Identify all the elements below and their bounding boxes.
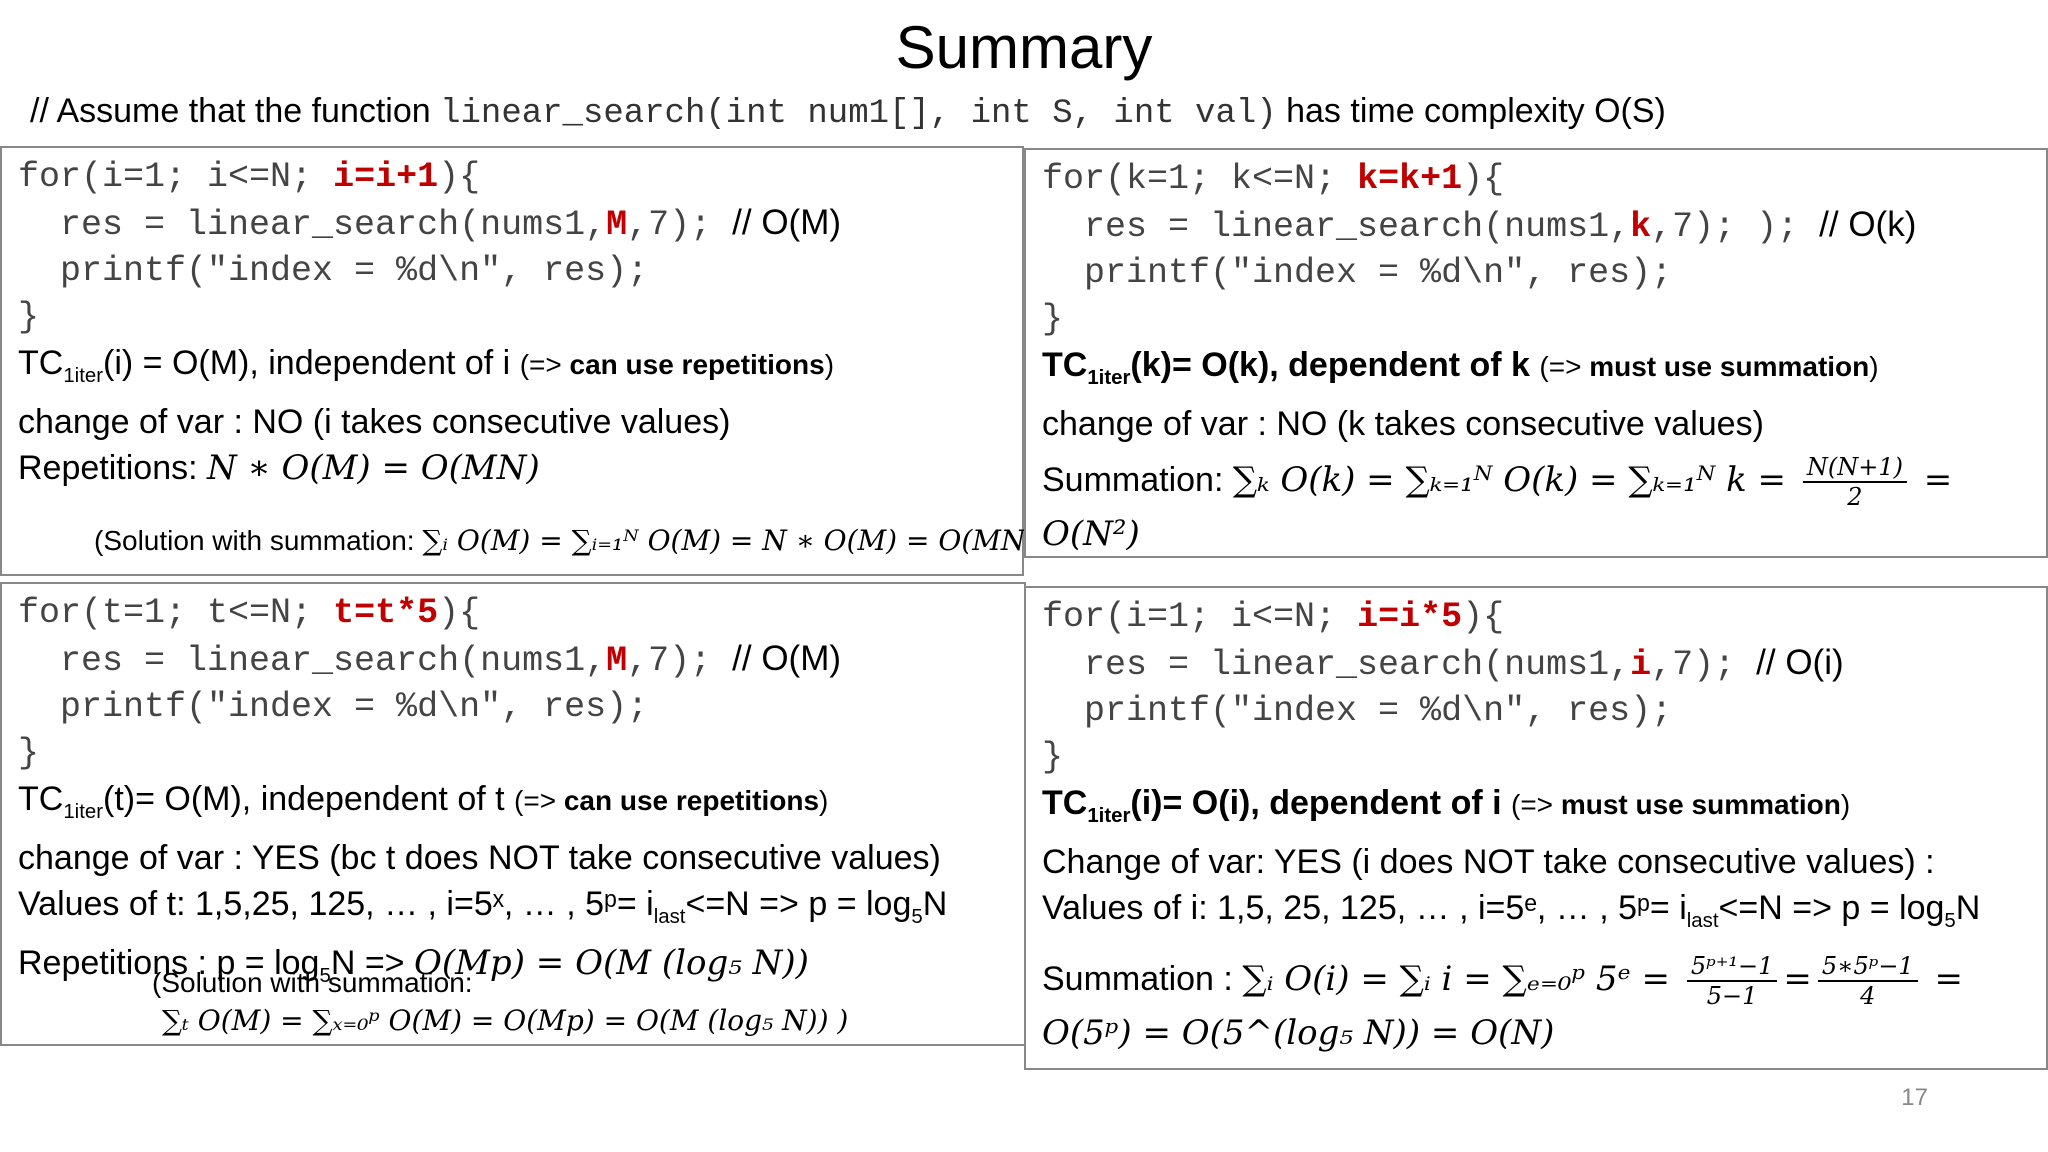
box-top-left: for(i=1; i<=N; i=i+1){ res = linear_sear… — [0, 146, 1036, 576]
box-top-right: for(k=1; k<=N; k=k+1){ res = linear_sear… — [1024, 148, 2048, 558]
box-bottom-right: for(i=1; i<=N; i=i*5){ res = linear_sear… — [1024, 586, 2048, 1070]
code-line-1: for(k=1; k<=N; k=k+1){ — [1042, 159, 1505, 199]
code-line-4: } — [18, 733, 40, 773]
tc-line: TC1iter(i) = O(M), independent of i (=> … — [18, 344, 835, 387]
code-line-4: } — [1042, 299, 1064, 339]
tc-line: TC1iter(t)= O(M), independent of t (=> c… — [18, 780, 829, 823]
change-var-line: change of var : YES (bc t does NOT take … — [18, 838, 941, 877]
code-line-4: } — [18, 297, 40, 337]
change-var-line: change of var : NO (k takes consecutive … — [1042, 404, 1764, 443]
assumption-prefix: // Assume that the function — [30, 92, 441, 130]
repetitions-line: Repetitions: N ∗ O(M) = O(MN) — [18, 447, 540, 488]
solution-note-line-1: (Solution with summation: — [152, 967, 473, 998]
summation-line: Summation : ∑ᵢ O(i) = ∑ᵢ i = ∑ₑ₌₀ᵖ 5ᵉ = … — [1042, 951, 1963, 1010]
values-line: Values of i: 1,5, 25, 125, … , i=5ᵉ, … ,… — [1042, 888, 1981, 932]
values-line: Values of t: 1,5,25, 125, … , i=5ˣ, … , … — [18, 884, 948, 928]
fraction-1: 5ᵖ⁺¹−1 5−1 — [1686, 952, 1778, 1010]
change-var-line: change of var : NO (i takes consecutive … — [18, 402, 731, 441]
code-line-3: printf("index = %d\n", res); — [1042, 253, 1673, 293]
code-line-3: printf("index = %d\n", res); — [18, 687, 649, 727]
code-line-3: printf("index = %d\n", res); — [1042, 691, 1673, 731]
code-line-4: } — [1042, 737, 1064, 777]
assumption-signature: linear_search(int num1[], int S, int val… — [440, 95, 1277, 133]
fraction: N(N+1) 2 — [1802, 453, 1907, 511]
slide-title: Summary — [895, 14, 1153, 81]
tc-line: TC1iter(i)= O(i), dependent of i (=> mus… — [1042, 784, 1851, 827]
summation-result: O(5ᵖ) = O(5^(log₅ N)) = O(N) — [1042, 1012, 1555, 1053]
assumption-suffix: has time complexity O(S) — [1276, 92, 1666, 130]
change-var-line: Change of var: YES (i does NOT take cons… — [1042, 842, 1935, 881]
code-line-2: res = linear_search(nums1,M,7); // O(M) — [18, 203, 842, 245]
assumption-line: // Assume that the function linear_searc… — [30, 88, 1666, 137]
summation-line: Summation: ∑ₖ O(k) = ∑ₖ₌₁ᴺ O(k) = ∑ₖ₌₁ᴺ … — [1042, 452, 1953, 511]
solution-note: (Solution with summation: ∑ᵢ O(M) = ∑ᵢ₌₁… — [94, 524, 1037, 557]
solution-note-line-2: ∑ₜ O(M) = ∑ₓ₌₀ᵖ O(M) = O(Mp) = O(M (log₅… — [162, 1004, 849, 1037]
repetitions-line: Repetitions : p = log5N => O(Mp) = O(M (… — [18, 942, 809, 987]
code-line-2: res = linear_search(nums1,k,7); ); // O(… — [1042, 205, 1917, 247]
summation-result: O(N²) — [1042, 513, 1140, 554]
tc-line: TC1iter(k)= O(k), dependent of k (=> mus… — [1042, 346, 1879, 389]
code-line-1: for(i=1; i<=N; i=i*5){ — [1042, 597, 1505, 637]
code-line-2: res = linear_search(nums1,M,7); // O(M) — [18, 639, 842, 681]
page-number: 17 — [1901, 1084, 1928, 1111]
code-line-3: printf("index = %d\n", res); — [18, 251, 649, 291]
code-line-2: res = linear_search(nums1,i,7); // O(i) — [1042, 643, 1844, 685]
code-line-1: for(i=1; i<=N; i=i+1){ — [18, 157, 481, 197]
code-line-1: for(t=1; t<=N; t=t*5){ — [18, 593, 481, 633]
box-bottom-left: for(t=1; t<=N; t=t*5){ res = linear_sear… — [0, 582, 1026, 1046]
fraction-2: 5∗5ᵖ−1 4 — [1817, 952, 1918, 1010]
